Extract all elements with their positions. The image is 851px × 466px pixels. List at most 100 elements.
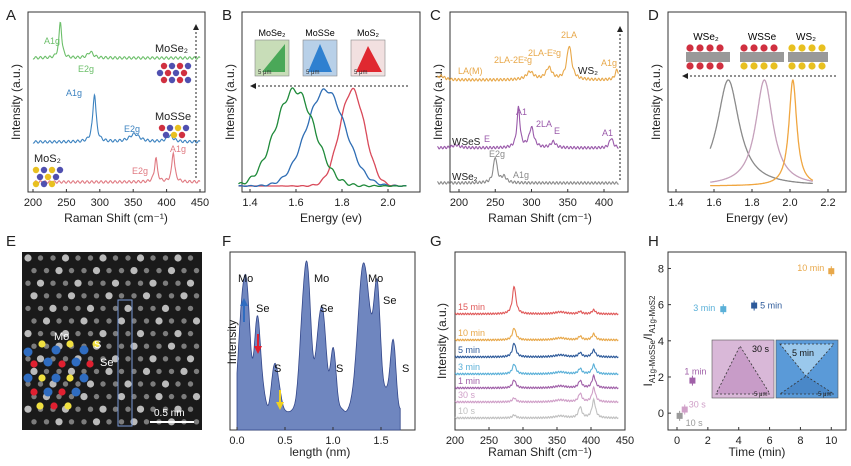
a-tick-label: 300	[91, 197, 109, 209]
atom-column	[162, 280, 169, 286]
panel-c-ticks: 200 250 300 350 400	[450, 189, 613, 209]
atom-column	[112, 406, 119, 412]
f-label-s-1: S	[274, 363, 281, 375]
atom-column	[75, 330, 81, 337]
atom-column	[186, 355, 195, 363]
time-labels: 15 min 10 min 5 min 3 min 1 min 30 s 10 s	[458, 302, 485, 416]
atom-column	[131, 318, 137, 324]
wse2-raman-curve	[437, 156, 619, 185]
h-y-tick-label: 6	[658, 300, 664, 312]
h-data-points: 10 s 30 s 1 min 3 min 5 min 10 min	[676, 263, 835, 428]
h-inset-image-30s	[711, 339, 775, 399]
b-scale-label-1: 5 μm	[258, 70, 271, 76]
a-crystal-icon-mose2	[156, 62, 192, 84]
f-tick-label: 0.5	[277, 435, 292, 447]
atom-column	[193, 343, 200, 349]
atom-column	[193, 267, 200, 274]
h-y-tick-label: 4	[658, 336, 664, 348]
atom-column	[118, 267, 125, 274]
panel-d-ylabel: Intensity (a.u.)	[649, 64, 663, 140]
atom-column	[86, 380, 95, 388]
g-tick-label: 350	[548, 435, 566, 447]
panel-g-ticks: 200 250 300 350 400 450	[446, 427, 634, 447]
b-scale-label-3: 5 μm	[354, 70, 367, 76]
panel-d-xlabel: Energy (ev)	[726, 211, 788, 225]
atom-column	[100, 280, 106, 286]
wse2-pl-curve	[709, 79, 813, 185]
atom-column	[81, 293, 87, 299]
d-crystal-icon-wse2	[686, 44, 730, 70]
atom-column	[106, 318, 112, 324]
atom-column	[150, 406, 156, 412]
atom-column	[125, 330, 131, 337]
time-label-5-min: 5 min	[458, 345, 480, 355]
atom-column	[117, 317, 126, 325]
d-label-wse2: WSe₂	[693, 32, 719, 43]
atom-column	[137, 305, 144, 312]
atom-column	[25, 280, 31, 286]
atom-column	[168, 293, 175, 299]
c-peak-2la-e: 2LA-E²g	[528, 48, 561, 58]
atom-column	[137, 356, 144, 362]
time-label-1-min: 1 min	[458, 376, 480, 386]
atom-column	[100, 356, 106, 362]
panel-h-xlabel: Time (min)	[729, 445, 786, 459]
atom-column	[105, 367, 113, 375]
atom-column	[193, 293, 200, 299]
atom-column	[125, 255, 131, 261]
panel-g: G 200 250 300 350 400 450 Raman Shift (cm⁻¹) …	[430, 233, 634, 459]
atom-column	[93, 393, 100, 400]
panel-a-frame	[27, 11, 206, 193]
b-scale-label-2: 5 μm	[306, 70, 319, 76]
panel-a-ylabel: Intensity (a.u.)	[9, 64, 23, 140]
atom-column	[143, 419, 150, 425]
atom-column	[87, 280, 94, 286]
a-tick-label: 350	[124, 197, 142, 209]
panel-letter-h: H	[648, 233, 659, 250]
atom-column	[150, 330, 156, 337]
atom-column	[167, 342, 176, 350]
h-inset-image-5min	[775, 339, 839, 399]
time-label-30-s: 30 s	[458, 390, 476, 400]
mos2-pl-curve	[238, 87, 407, 188]
wsse-pl-curve	[709, 79, 814, 183]
atom-column	[193, 419, 200, 425]
panel-c-xlabel: Raman Shift (cm⁻¹)	[488, 211, 592, 225]
atom-column	[136, 405, 145, 413]
atom-column	[150, 255, 156, 261]
panel-a-ticks: 200 250 300 350 400 450	[24, 189, 209, 209]
atom-column	[118, 293, 125, 299]
atom-column	[174, 405, 182, 413]
atom-column	[149, 279, 157, 287]
atom-column	[142, 367, 151, 375]
h-point-label: 30 s	[689, 400, 707, 410]
h-inset-label-30s: 30 s	[752, 344, 770, 354]
f-arrow-red	[254, 334, 262, 354]
f-label-se-2: Se	[320, 303, 333, 315]
atom-column	[161, 380, 170, 388]
atom-column	[93, 318, 100, 324]
atom-column	[187, 381, 194, 387]
h-scale-label-1: 5 μm	[754, 392, 767, 398]
d-tick-label: 2.2	[820, 197, 835, 209]
atom-column	[67, 292, 76, 300]
atom-column	[125, 280, 131, 286]
panel-letter-e: E	[6, 233, 16, 250]
atom-column	[43, 368, 50, 375]
atom-column	[75, 381, 81, 387]
atom-column	[42, 317, 51, 325]
atom-column	[61, 330, 70, 338]
c-peak-2la-wsse: 2LA	[536, 119, 552, 129]
panel-f-ticks: 0.0 0.5 1.0 1.5	[229, 427, 389, 447]
atom-column	[143, 267, 150, 274]
panel-b-ticks: 1.4 1.6 1.8 2.0	[242, 189, 396, 209]
atom-column	[74, 279, 82, 287]
atom-column	[99, 330, 107, 338]
panel-b-xlabel: Energy (ev)	[300, 211, 362, 225]
raman-curve-30-s	[454, 385, 619, 404]
d-arrow-head	[682, 73, 688, 79]
a-peak-e2g-mosse: E2g	[124, 124, 140, 134]
panel-h: H 0 2 4 6 8 10 0 2 4 6 8 Time (min) IA1g-MoSSe/IA1…	[641, 233, 847, 459]
d-crystal-icon-wsse	[740, 44, 784, 70]
h-point-label: 1 min	[684, 367, 706, 377]
